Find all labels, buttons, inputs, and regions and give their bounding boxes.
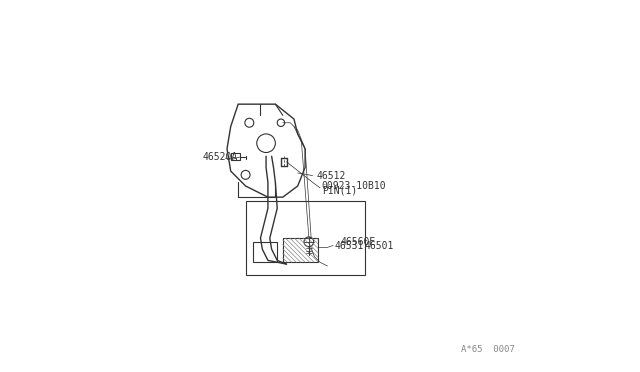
Text: 46531: 46531 <box>335 241 364 250</box>
Bar <box>283 238 318 262</box>
Bar <box>246 201 365 275</box>
Text: PIN(1): PIN(1) <box>322 186 357 195</box>
Text: 46520A: 46520A <box>203 152 238 162</box>
Text: A*65  0007: A*65 0007 <box>461 345 515 354</box>
Bar <box>231 153 240 160</box>
Text: 46512: 46512 <box>316 171 346 180</box>
Text: 46501: 46501 <box>365 241 394 250</box>
Bar <box>253 242 277 262</box>
Text: 00923-10B10: 00923-10B10 <box>322 181 387 191</box>
Text: 46560E: 46560E <box>340 237 376 247</box>
